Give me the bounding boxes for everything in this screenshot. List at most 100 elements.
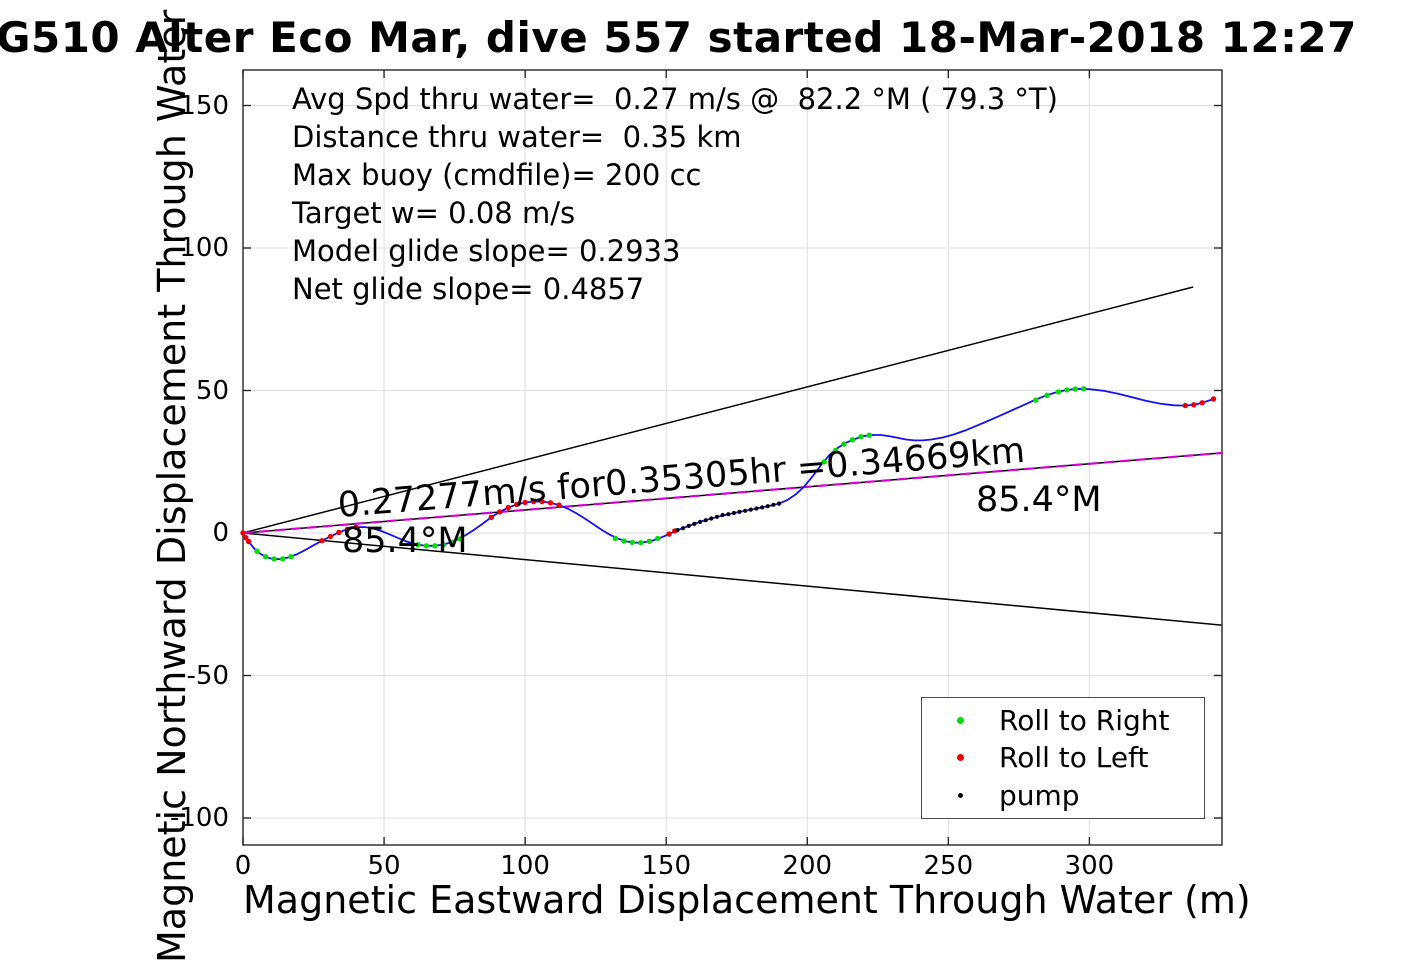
figure-title: G510 Alter Eco Mar, dive 557 started 18-…	[0, 13, 1357, 62]
legend-item: pump	[922, 777, 1204, 814]
marker-roll-to-left	[1191, 402, 1197, 408]
marker-roll-to-right	[1072, 386, 1079, 392]
marker-roll-to-left	[1182, 402, 1189, 409]
x-tick-label: 150	[641, 851, 692, 881]
marker-pump	[760, 505, 765, 510]
legend-marker-dot	[958, 792, 963, 798]
bearing-annotation-left: 85.4°M	[342, 521, 468, 561]
marker-pump	[675, 528, 680, 533]
x-tick-label: 50	[367, 851, 401, 881]
marker-roll-to-left	[666, 531, 672, 537]
stats-line: Avg Spd thru water= 0.27 m/s @ 82.2 °M (…	[292, 82, 1058, 116]
marker-pump	[765, 504, 770, 509]
marker-roll-to-right	[415, 542, 421, 548]
y-tick-label: 150	[179, 90, 229, 121]
marker-roll-to-left	[514, 501, 520, 508]
marker-roll-to-left	[530, 498, 537, 505]
legend-label: Roll to Left	[999, 741, 1149, 775]
marker-roll-to-left	[243, 534, 249, 541]
legend-swatch-cell	[922, 717, 999, 725]
stats-line: Net glide slope= 0.4857	[292, 272, 645, 306]
stats-line: Model glide slope= 0.2933	[292, 234, 681, 268]
marker-roll-to-right	[832, 447, 839, 454]
marker-roll-to-right	[821, 459, 827, 465]
series-course-lower-bound	[242, 532, 1222, 626]
legend-label: pump	[999, 778, 1080, 812]
marker-roll-to-right	[849, 437, 856, 443]
marker-roll-to-right	[457, 536, 463, 542]
marker-roll-to-right	[629, 539, 635, 546]
marker-pump	[743, 508, 748, 513]
marker-roll-to-right	[1081, 386, 1087, 392]
axes-box	[242, 69, 1223, 846]
marker-pump	[720, 512, 725, 518]
marker-roll-to-left	[245, 538, 252, 545]
marker-roll-to-right	[279, 556, 286, 562]
marker-roll-to-left	[327, 533, 334, 540]
marker-pump	[754, 506, 759, 511]
x-tick-label: 200	[782, 851, 833, 881]
stats-line: Distance thru water= 0.35 km	[292, 120, 742, 154]
marker-roll-to-right	[866, 432, 872, 438]
marker-roll-to-left	[497, 509, 503, 515]
marker-pump	[731, 510, 737, 516]
marker-roll-to-right	[612, 535, 619, 542]
marker-roll-to-left	[547, 500, 554, 506]
marker-roll-to-right	[449, 539, 455, 546]
marker-pump	[692, 521, 697, 527]
marker-roll-to-right	[423, 543, 430, 549]
legend-marker-dot	[957, 754, 964, 762]
x-axis-label: Magnetic Eastward Displacement Through W…	[243, 878, 1251, 922]
legend-swatch-cell	[922, 754, 999, 762]
stats-line: Max buoy (cmdfile)= 200 cc	[292, 158, 702, 192]
y-tick-label: 50	[195, 375, 229, 406]
marker-roll-to-right	[646, 538, 652, 544]
marker-pump	[681, 526, 686, 531]
stats-line: Target w= 0.08 m/s	[292, 196, 576, 230]
legend-marker-dot	[957, 717, 964, 725]
x-tick-label: 250	[923, 851, 974, 881]
marker-roll-to-right	[1064, 387, 1070, 393]
marker-pump	[748, 507, 753, 512]
marker-roll-to-left	[1199, 400, 1205, 406]
y-tick-label: -100	[169, 803, 229, 833]
marker-roll-to-left	[556, 502, 562, 508]
x-tick-label: 0	[234, 851, 252, 881]
x-tick-label: 300	[1064, 851, 1115, 881]
marker-roll-to-right	[1044, 392, 1050, 398]
marker-roll-to-right	[254, 548, 260, 554]
marker-pump	[709, 516, 714, 521]
series-mean-course-85.4M	[242, 451, 1223, 535]
marker-pump	[726, 512, 731, 517]
marker-roll-to-right	[841, 441, 847, 447]
legend-swatch-cell	[922, 792, 999, 798]
marker-pump	[771, 502, 776, 507]
marker-roll-to-left	[319, 538, 325, 544]
marker-pump	[703, 518, 708, 523]
marker-roll-to-left	[539, 498, 545, 505]
marker-roll-to-left	[522, 499, 528, 506]
marker-roll-to-left	[353, 524, 359, 530]
y-tick-label: 0	[212, 518, 229, 548]
x-tick-label: 100	[500, 851, 550, 881]
marker-roll-to-left	[1210, 396, 1217, 402]
dive-stats-block: Avg Spd thru water= 0.27 m/s @ 82.2 °M (…	[292, 80, 1058, 308]
legend-item: Roll to Left	[922, 739, 1204, 776]
marker-roll-to-right	[655, 535, 661, 542]
marker-roll-to-left	[344, 526, 351, 532]
marker-pump	[714, 514, 720, 519]
marker-roll-to-right	[858, 434, 864, 440]
marker-roll-to-right	[288, 554, 294, 560]
marker-roll-to-right	[440, 542, 446, 548]
marker-roll-to-right	[271, 556, 277, 562]
y-tick-label: 100	[179, 233, 229, 263]
marker-roll-to-right	[621, 538, 627, 544]
marker-roll-to-left	[505, 504, 511, 511]
marker-pump	[776, 501, 782, 506]
marker-roll-to-right	[1033, 397, 1039, 403]
marker-roll-to-left	[336, 529, 342, 536]
series-course-upper-bound	[242, 286, 1194, 534]
legend: Roll to Right Roll to Left pump	[921, 697, 1205, 819]
